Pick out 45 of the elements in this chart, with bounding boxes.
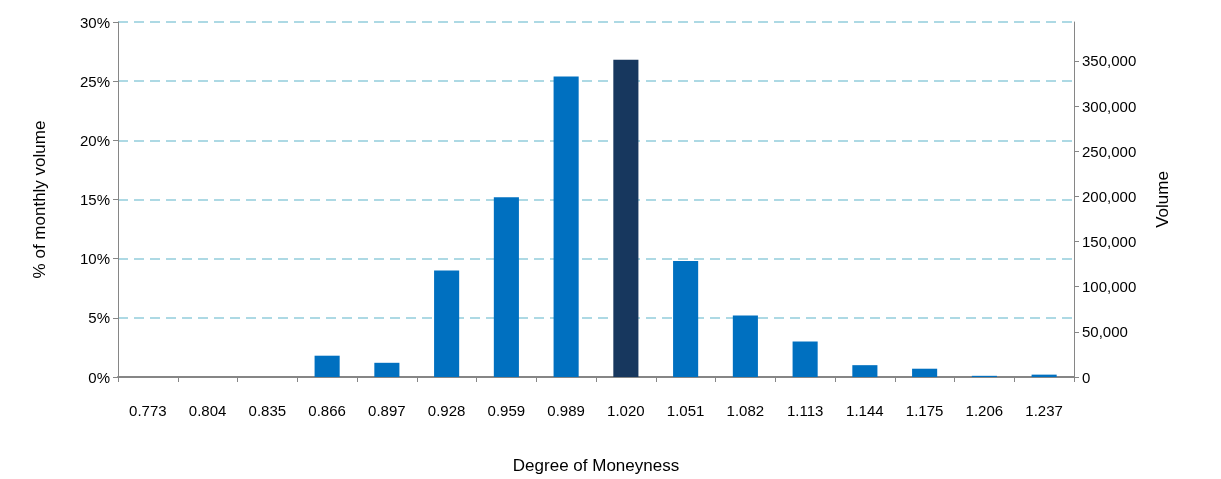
bar	[852, 365, 878, 377]
bar	[434, 270, 460, 377]
x-tick-label: 1.020	[607, 402, 645, 419]
x-tick-label: 0.804	[188, 402, 227, 419]
bar	[553, 76, 579, 377]
x-tick-label: 1.206	[965, 402, 1004, 419]
x-tick-label: 0.959	[487, 402, 526, 419]
bar	[732, 315, 758, 377]
x-tick-label: 0.897	[368, 402, 406, 419]
x-tick-label: 1.051	[666, 402, 705, 419]
x-tick-label: 0.866	[308, 402, 346, 419]
y-tick-label: 20%	[79, 131, 110, 149]
y2-tick-label: 100,000	[1082, 278, 1137, 296]
y-axis-title: % of monthly volume	[30, 120, 49, 279]
x-tick-label: 1.082	[726, 402, 765, 419]
y2-tick-label: 350,000	[1082, 52, 1137, 70]
y-tick-label: 5%	[88, 309, 110, 327]
y-tick-label: 25%	[79, 72, 110, 90]
x-tick-label: 1.113	[786, 402, 824, 419]
y2-tick-label: 250,000	[1082, 142, 1137, 160]
y-tick-label: 30%	[79, 13, 110, 31]
x-tick-label: 1.144	[846, 402, 884, 419]
x-tick-label: 0.773	[129, 402, 167, 419]
y-tick-label: 0%	[88, 368, 110, 386]
y2-tick-label: 300,000	[1082, 97, 1137, 115]
y2-tick-label: 0	[1082, 368, 1091, 386]
y-tick-label: 15%	[79, 191, 110, 208]
x-axis-title: Degree of Moneyness	[512, 456, 680, 475]
y2-axis-title: Volume	[1153, 171, 1172, 228]
bar	[792, 341, 818, 377]
y-tick-label: 10%	[79, 250, 110, 268]
bar	[673, 261, 699, 377]
y2-tick-label: 200,000	[1082, 187, 1137, 205]
x-tick-label: 1.237	[1025, 402, 1063, 419]
bar	[493, 197, 519, 377]
bar	[912, 368, 938, 377]
x-tick-label: 0.835	[248, 402, 287, 419]
bar	[314, 355, 340, 377]
bar	[613, 59, 639, 377]
bar	[374, 362, 400, 377]
y2-tick-label: 150,000	[1082, 233, 1137, 250]
x-tick-label: 0.989	[547, 402, 585, 419]
y2-tick-label: 50,000	[1082, 323, 1128, 341]
x-tick-label: 1.175	[905, 402, 944, 419]
x-tick-label: 0.928	[427, 402, 466, 419]
